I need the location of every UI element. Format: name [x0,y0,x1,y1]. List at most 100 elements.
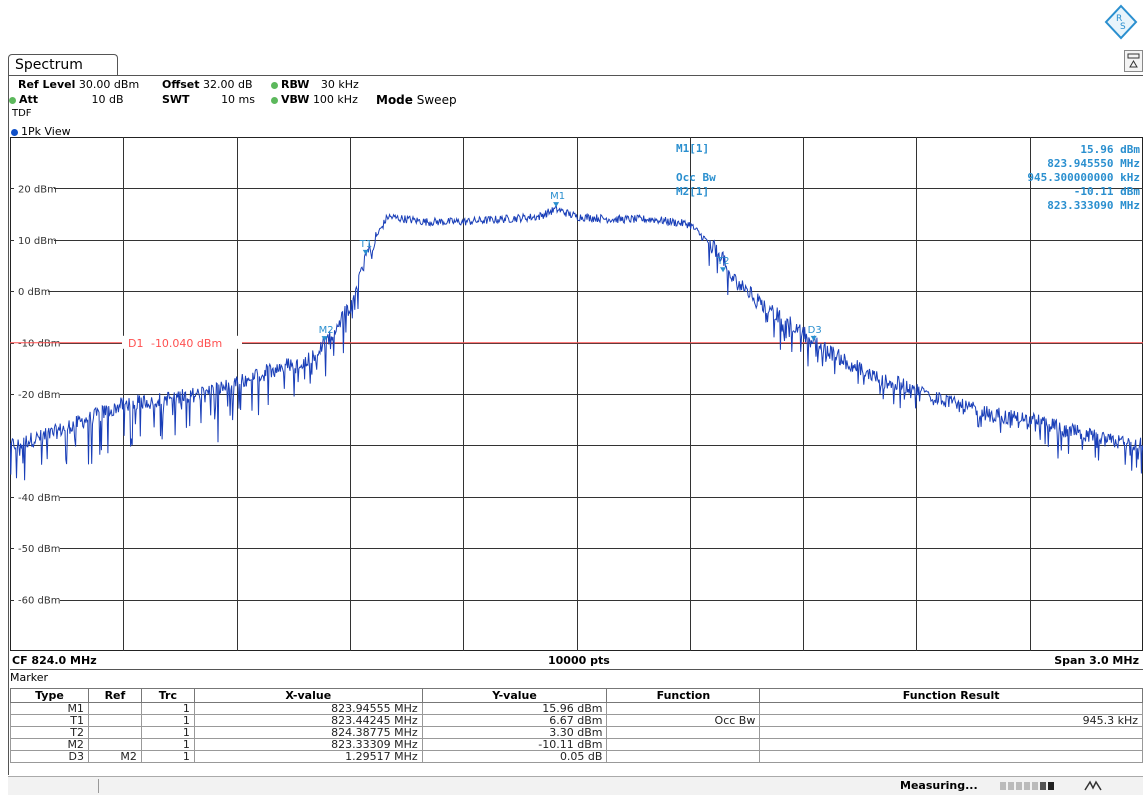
rbw-setting[interactable]: RBW 30 kHz [271,78,359,91]
table-cell [87,726,142,739]
y-tick-label: 10 dBm [18,236,57,247]
mode-label: Mode [376,93,413,107]
offset-setting[interactable]: Offset 32.00 dB [162,78,253,91]
marker-table-header: Type Ref Trc X-value Y-value Function Fu… [10,688,1143,703]
table-cell [87,738,142,751]
offset-value: 32.00 dB [203,78,253,91]
frame-left-border [8,75,9,775]
status-dot-icon [271,96,278,104]
marker-label-t1: T1 [359,239,372,250]
measuring-status: Measuring... [900,779,1103,792]
offset-label: Offset [162,78,200,91]
marker-t1[interactable] [362,249,369,255]
trace-dot-icon [11,128,18,136]
mode-value: Sweep [416,93,457,107]
marker-m2[interactable] [321,336,328,342]
table-row[interactable]: T2 1 824.38775 MHz 3.30 dBm [10,726,1143,739]
table-cell [759,750,1143,763]
marker-m1[interactable] [553,202,560,208]
marker-table-title: Marker [10,671,49,684]
remote-status-icon [1084,780,1102,791]
sidebar-toggle-button[interactable] [1124,50,1143,72]
att-value: 10 dB [91,93,124,106]
marker-label-m1: M1 [550,191,565,202]
y-tick-label: 0 dBm [18,287,51,298]
rbw-label: RBW [281,78,310,91]
vbw-setting[interactable]: VBW 100 kHz [271,93,358,106]
marker-table: Type Ref Trc X-value Y-value Function Fu… [10,688,1143,763]
col-trc: Trc [140,688,195,703]
table-row[interactable]: T1 1 823.44245 MHz 6.67 dBm Occ Bw 945.3 kHz [10,714,1143,727]
table-cell: T2 [10,726,89,739]
mode-setting[interactable]: Mode Sweep [376,93,457,107]
occbw-readout-value: 945.300000000 kHz [1027,171,1140,184]
swt-value: 10 ms [221,93,256,106]
table-cell [606,738,761,751]
trace-1 [10,204,1143,481]
marker-t2[interactable] [720,267,727,273]
status-dot-icon [9,96,16,104]
display-line-name: D1 [128,337,143,350]
y-tick-label: -20 dBm [18,390,60,401]
table-cell: 823.94555 MHz [193,702,423,715]
table-cell: M2 [10,738,89,751]
m2-readout-label: M2[1] [676,185,709,198]
table-cell: 15.96 dBm [421,702,608,715]
ref-level-setting[interactable]: Ref Level 30.00 dBm [18,78,139,91]
swt-label: SWT [162,93,190,106]
table-cell: 1 [140,750,195,763]
table-row[interactable]: M2 1 823.33309 MHz -10.11 dBm [10,738,1143,751]
table-cell: 0.05 dB [421,750,608,763]
rbw-value: 30 kHz [320,78,359,91]
table-cell: Occ Bw [606,714,761,727]
ref-level-value: 30.00 dBm [78,78,140,91]
footer-divider [10,669,1143,670]
table-cell: 1.29517 MHz [193,750,423,763]
trace-view-label: 1Pk View [11,125,71,138]
status-bar [8,776,1143,795]
plot-footer: CF 824.0 MHz 10000 pts Span 3.0 MHz [10,654,1143,668]
col-ref: Ref [87,688,142,703]
table-cell: 1 [140,738,195,751]
center-frequency: CF 824.0 MHz [12,654,97,667]
y-tick-label: -40 dBm [18,493,60,504]
sweep-points: 10000 pts [548,654,610,667]
table-cell [759,726,1143,739]
markers: M1 T1 T2 M2 D3 [319,191,822,342]
table-row[interactable]: M1 1 823.94555 MHz 15.96 dBm [10,702,1143,715]
table-cell: T1 [10,714,89,727]
tab-spectrum[interactable]: Spectrum [8,54,118,75]
spectrum-plot[interactable]: 20 dBm 10 dBm 0 dBm -10 dBm -20 dBm -40 dBm -5… [10,137,1143,651]
table-cell: 824.38775 MHz [193,726,423,739]
marker-label-t2: T2 [716,256,729,267]
svg-text:S: S [1120,22,1126,32]
marker-d3[interactable] [810,335,817,341]
occbw-readout-label: Occ Bw [676,171,716,184]
vbw-label: VBW [281,93,310,106]
display-line-label: D1 -10.040 dBm [128,337,222,350]
y-tick-labels: 20 dBm 10 dBm 0 dBm -10 dBm -20 dBm -40 dBm -5… [14,182,60,607]
svg-text:R: R [1116,14,1122,24]
m2-readout-level: -10.11 dBm [1074,185,1141,198]
table-row[interactable]: D3 M2 1 1.29517 MHz 0.05 dB [10,750,1143,763]
status-dot-icon [271,81,278,89]
tdf-label: TDF [12,108,32,119]
table-cell: M2 [87,750,142,763]
col-y-value: Y-value [421,688,608,703]
table-cell: 3.30 dBm [421,726,608,739]
display-line-value: -10.040 dBm [151,337,222,350]
m1-readout-level: 15.96 dBm [1080,143,1140,156]
grid-icon [1127,53,1140,68]
col-x-value: X-value [193,688,423,703]
swt-setting[interactable]: SWT 10 ms [162,93,255,106]
table-cell: 6.67 dBm [421,714,608,727]
y-tick-label: -60 dBm [18,596,60,607]
table-cell: 1 [140,726,195,739]
table-cell: 1 [140,714,195,727]
table-cell: D3 [10,750,89,763]
y-tick-label: 20 dBm [18,184,57,195]
table-cell: M1 [10,702,89,715]
display-line-d1 [10,335,1143,349]
table-cell [606,750,761,763]
att-setting[interactable]: Att 10 dB [9,93,124,106]
